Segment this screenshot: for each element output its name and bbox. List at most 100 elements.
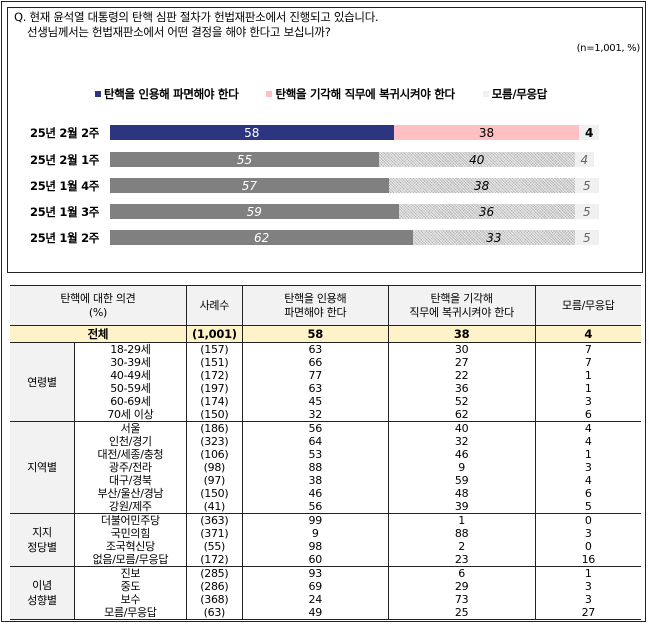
cell-dk: 3 bbox=[534, 580, 641, 593]
cell-approve: 49 bbox=[241, 606, 389, 620]
legend-swatch-icon bbox=[95, 91, 101, 97]
header-opinion: 탄핵에 대한 의견 (%) bbox=[10, 285, 187, 326]
legend-swatch-icon bbox=[482, 91, 489, 97]
cell-dk: 7 bbox=[534, 356, 641, 369]
table-row: 60-69세 (174) 45 52 3 bbox=[10, 395, 641, 408]
cell-approve: 9 bbox=[241, 527, 389, 540]
table-row: 대전/세종/충청 (106) 53 46 1 bbox=[10, 448, 641, 461]
cell-dk: 5 bbox=[534, 500, 641, 514]
table-row: 보수 (368) 24 73 3 bbox=[10, 593, 641, 606]
cell-reject: 36 bbox=[387, 382, 536, 395]
group-label: 지역별 bbox=[10, 421, 75, 514]
group-label: 지지 정당별 bbox=[10, 513, 75, 567]
cell-label: 서울 bbox=[120, 422, 141, 435]
cell-approve: 99 bbox=[241, 513, 389, 527]
cell-n: (98) bbox=[185, 461, 243, 474]
cell-approve: 64 bbox=[241, 435, 389, 448]
cell-n: (151) bbox=[185, 356, 243, 369]
cell-approve: 56 bbox=[241, 500, 389, 514]
cell-label: 부산/울산/경남 bbox=[97, 487, 164, 500]
cell-dk: 7 bbox=[534, 342, 641, 356]
cell-n: (371) bbox=[185, 527, 243, 540]
cell-label: 더불어민주당 bbox=[100, 514, 160, 527]
cell-n: (106) bbox=[185, 448, 243, 461]
bar-row-label: 25년 2월 2주 bbox=[30, 126, 100, 140]
cell-n: (41) bbox=[185, 500, 243, 514]
cell-label: 대전/세종/충청 bbox=[97, 448, 164, 461]
cell-reject: 40 bbox=[387, 421, 536, 435]
cell-reject: 23 bbox=[387, 553, 536, 567]
cell-reject: 48 bbox=[387, 487, 536, 500]
cell-n: (172) bbox=[185, 369, 243, 382]
question-line-2: 선생님께서는 헌법재판소에서 어떤 결정을 해야 한다고 보십니까? bbox=[27, 25, 331, 39]
cell-dk: 0 bbox=[534, 540, 641, 553]
group-label: 연령별 bbox=[10, 342, 75, 422]
cell-label: 진보 bbox=[120, 567, 141, 580]
table-row: 지지 정당별 더불어민주당 (363) 99 1 0 bbox=[10, 513, 641, 567]
chart-panel bbox=[7, 7, 643, 273]
group-label-line: 지지 bbox=[32, 526, 52, 539]
header-dk: 모름/무응답 bbox=[534, 285, 641, 326]
header-text: 탄핵에 대한 의견 bbox=[60, 291, 136, 305]
bar-segment-reject: 38 bbox=[393, 125, 580, 140]
cell-reject: 59 bbox=[387, 474, 536, 487]
cell-approve: 32 bbox=[241, 408, 389, 422]
cell-dk: 1 bbox=[534, 448, 641, 461]
cell-reject: 46 bbox=[387, 448, 536, 461]
total-reject: 38 bbox=[387, 325, 536, 343]
cell-n: (363) bbox=[185, 513, 243, 527]
table-row: 중도 (286) 69 29 3 bbox=[10, 580, 641, 593]
table-row: 강원/제주 (41) 56 39 5 bbox=[10, 500, 641, 514]
legend-label: 탄핵을 인용해 파면해야 한다 bbox=[104, 87, 239, 101]
cell-dk: 1 bbox=[534, 369, 641, 382]
cell-dk: 27 bbox=[534, 606, 641, 620]
cell-dk: 3 bbox=[534, 593, 641, 606]
table-row: 국민의힘 (371) 9 88 3 bbox=[10, 527, 641, 540]
legend-swatch-icon bbox=[266, 91, 273, 97]
cell-approve: 93 bbox=[241, 566, 389, 580]
table-row: 70세 이상 (150) 32 62 6 bbox=[10, 408, 641, 422]
cell-n: (285) bbox=[185, 566, 243, 580]
cell-approve: 38 bbox=[241, 474, 389, 487]
bar-segment-dk: 4 bbox=[579, 125, 599, 140]
header-approve: 탄핵을 인용해 파면해야 한다 bbox=[241, 285, 389, 326]
header-text: 직무에 복귀시켜야 한다 bbox=[409, 305, 514, 319]
cell-label: 강원/제주 bbox=[74, 500, 187, 514]
group-label-line: 지역별 bbox=[27, 461, 57, 474]
cell-reject: 29 bbox=[387, 580, 536, 593]
bar-segment-approve: 57 bbox=[110, 178, 389, 193]
table-row: 인천/경기 (323) 64 32 4 bbox=[10, 435, 641, 448]
bar-segment-dk: 5 bbox=[574, 230, 599, 245]
table-row: 없음/모름/무응답 (172) 60 23 16 bbox=[10, 553, 641, 567]
bar-row-label: 25년 2월 1주 bbox=[30, 153, 100, 167]
cell-label: 대구/경북 bbox=[109, 474, 152, 487]
cell-approve: 66 bbox=[241, 356, 389, 369]
cell-dk: 6 bbox=[534, 487, 641, 500]
group-label-line: 이념 bbox=[32, 579, 52, 592]
survey-question: Q. 현재 윤석열 대통령의 탄핵 심판 절차가 헌법재판소에서 진행되고 있습… bbox=[14, 10, 379, 40]
cell-approve: 60 bbox=[241, 553, 389, 567]
cell-dk: 1 bbox=[534, 566, 641, 580]
bar-segment-reject: 40 bbox=[378, 152, 575, 167]
cell-n: (172) bbox=[185, 553, 243, 567]
cell-label: 국민의힘 bbox=[110, 527, 151, 540]
bar-segment-approve: 58 bbox=[110, 125, 394, 140]
question-line-1: Q. 현재 윤석열 대통령의 탄핵 심판 절차가 헌법재판소에서 진행되고 있습… bbox=[14, 10, 379, 24]
bar-segment-dk: 5 bbox=[574, 178, 599, 193]
bar-segment-reject: 38 bbox=[388, 178, 575, 193]
cell-label: 50-59세 bbox=[110, 382, 151, 395]
cell-label: 18-29세 bbox=[110, 343, 151, 356]
cell-reject: 39 bbox=[387, 500, 536, 514]
cell-n: (150) bbox=[185, 408, 243, 422]
cell-reject: 88 bbox=[387, 527, 536, 540]
cell-n: (197) bbox=[185, 382, 243, 395]
cell-approve: 56 bbox=[241, 421, 389, 435]
cell-approve: 69 bbox=[241, 580, 389, 593]
legend-label: 탄핵을 기각해 직무에 복귀시켜야 한다 bbox=[275, 87, 455, 101]
cell-reject: 25 bbox=[387, 606, 536, 620]
table-row: 50-59세 (197) 63 36 1 bbox=[10, 382, 641, 395]
header-reject: 탄핵을 기각해 직무에 복귀시켜야 한다 bbox=[387, 285, 536, 326]
bar-segment-approve: 59 bbox=[110, 204, 399, 219]
total-label: 전체 bbox=[10, 325, 187, 343]
table-row: 모름/무응답 (63) 49 25 27 bbox=[10, 606, 641, 620]
